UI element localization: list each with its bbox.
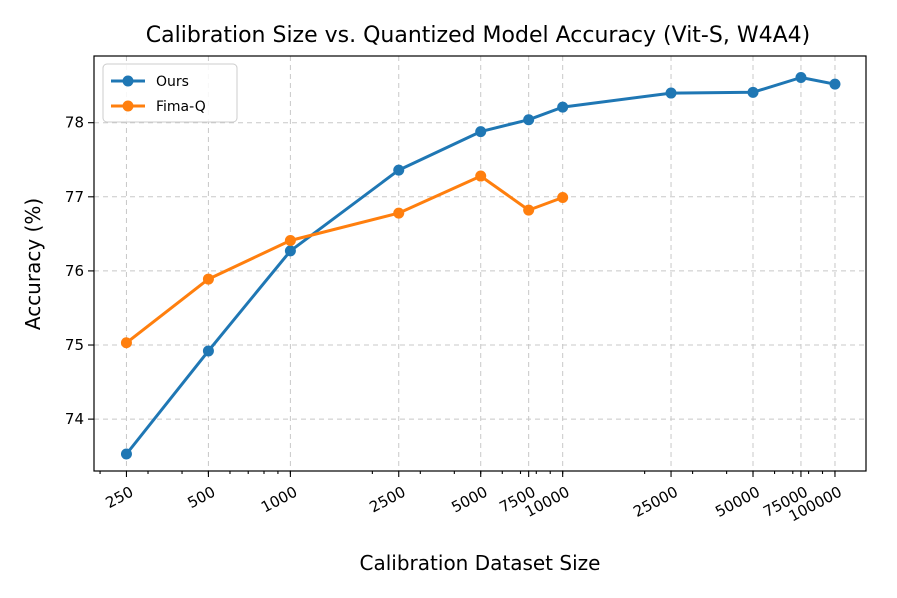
data-point-ours	[284, 245, 296, 257]
x-tick-label: 250	[103, 483, 137, 512]
data-point-fima-q	[202, 273, 214, 285]
y-tick-label: 75	[65, 336, 84, 354]
y-tick-label: 78	[65, 114, 84, 132]
data-point-fima-q	[393, 207, 405, 219]
data-point-fima-q	[120, 337, 132, 349]
data-point-ours	[829, 78, 841, 90]
series-line-fima-q	[125, 174, 565, 345]
y-tick-label: 77	[65, 188, 84, 206]
data-point-ours	[393, 164, 405, 176]
legend-label-ours: Ours	[156, 74, 189, 90]
y-axis: 74 75 76 77 78	[65, 114, 94, 428]
y-axis-label: Accuracy (%)	[21, 198, 45, 330]
legend: Ours Fima-Q	[102, 63, 238, 123]
x-axis-label: Calibration Dataset Size	[360, 551, 601, 575]
data-point-fima-q	[523, 204, 535, 216]
data-point-ours	[557, 101, 569, 113]
x-tick-label: 1000	[258, 483, 300, 517]
plot-frame	[93, 55, 867, 472]
x-tick-label: 25000	[630, 483, 681, 521]
legend-label-fima-q: Fima-Q	[156, 99, 206, 115]
data-point-fima-q	[557, 192, 569, 204]
chart-title: Calibration Size vs. Quantized Model Acc…	[146, 23, 810, 48]
series-layer	[120, 71, 841, 460]
data-point-ours	[523, 114, 535, 126]
data-point-ours	[747, 86, 759, 98]
y-tick-label: 76	[65, 262, 84, 280]
x-tick-label: 5000	[448, 483, 490, 517]
data-point-ours	[120, 448, 132, 460]
data-point-ours	[202, 345, 214, 357]
data-point-ours	[795, 71, 807, 83]
y-tick-label: 74	[65, 410, 84, 428]
x-tick-label: 50000	[712, 483, 763, 521]
legend-marker-ours	[122, 75, 134, 87]
data-point-fima-q	[284, 235, 296, 247]
x-tick-label: 500	[185, 483, 219, 512]
data-point-fima-q	[475, 170, 487, 182]
x-tick-label: 2500	[366, 483, 408, 517]
data-point-ours	[665, 87, 677, 99]
legend-marker-fima-q	[122, 100, 134, 112]
data-point-ours	[475, 126, 487, 138]
